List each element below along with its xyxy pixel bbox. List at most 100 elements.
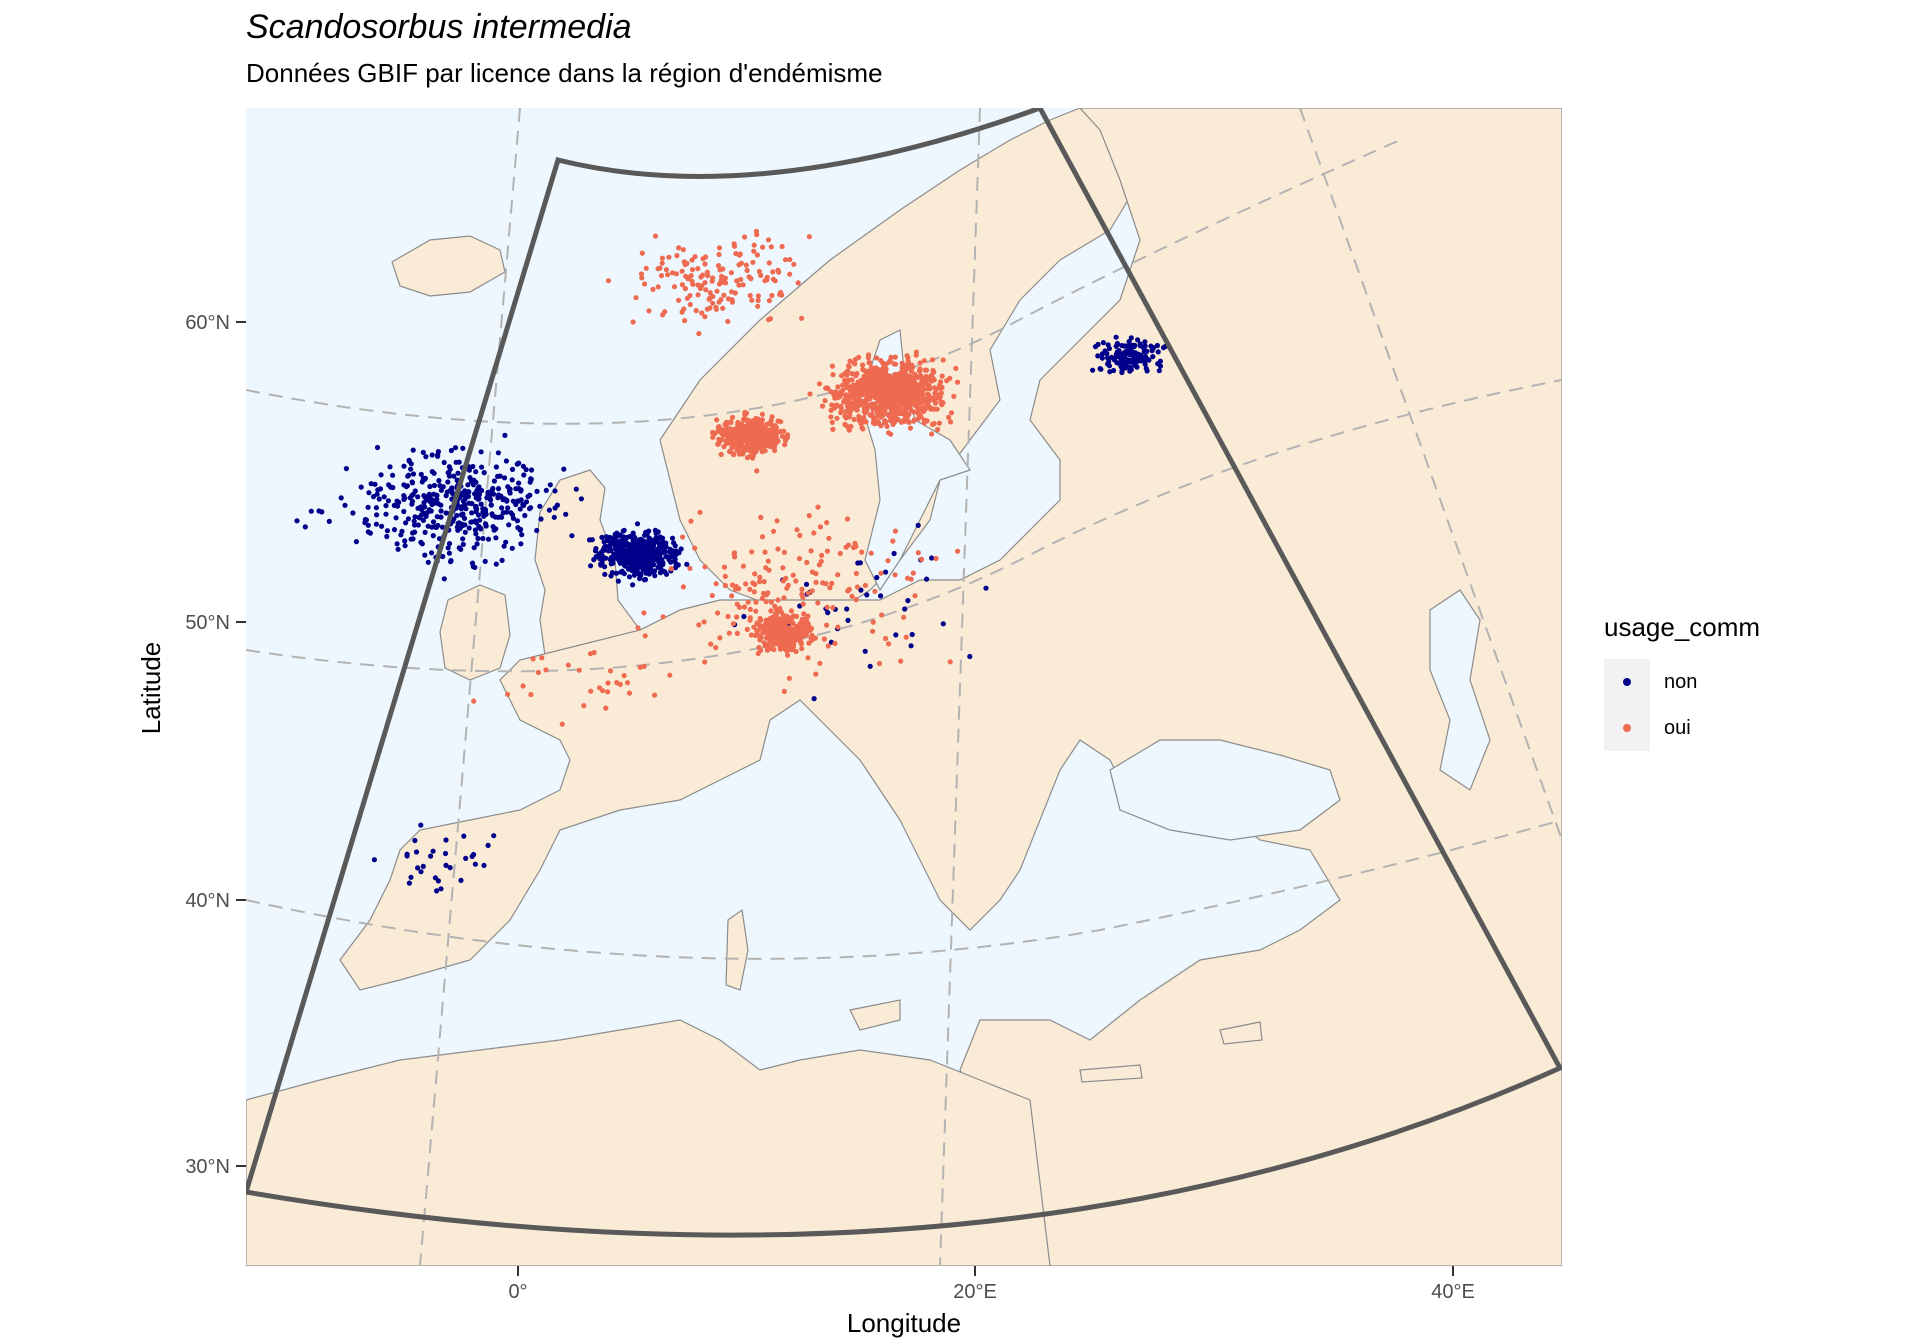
occurrence-point-non — [629, 551, 635, 558]
occurrence-point-non — [420, 517, 426, 524]
occurrence-point-non — [505, 505, 511, 511]
legend-label: oui — [1664, 716, 1691, 739]
occurrence-point-oui — [665, 272, 671, 278]
occurrence-point-non — [374, 444, 381, 451]
occurrence-point-non — [408, 461, 414, 467]
occurrence-point-oui — [775, 632, 781, 638]
occurrence-point-non — [393, 515, 399, 521]
occurrence-point-oui — [726, 630, 732, 636]
occurrence-point-non — [613, 570, 620, 576]
occurrence-point-non — [516, 480, 522, 486]
occurrence-point-non — [505, 484, 511, 490]
occurrence-point-oui — [770, 424, 776, 430]
occurrence-point-oui — [859, 392, 865, 398]
occurrence-point-oui — [659, 260, 665, 266]
occurrence-point-non — [638, 573, 644, 579]
occurrence-point-oui — [825, 643, 831, 649]
occurrence-point-oui — [676, 245, 682, 251]
occurrence-point-non — [1143, 365, 1149, 371]
occurrence-point-oui — [791, 261, 797, 267]
occurrence-point-oui — [843, 423, 850, 429]
occurrence-point-oui — [707, 290, 713, 296]
occurrence-point-oui — [930, 367, 936, 374]
occurrence-point-oui — [780, 565, 786, 571]
occurrence-point-non — [376, 496, 382, 502]
occurrence-point-oui — [767, 630, 773, 636]
occurrence-point-oui — [847, 358, 853, 364]
occurrence-point-non — [485, 536, 492, 542]
occurrence-point-non — [482, 558, 488, 565]
occurrence-point-non — [845, 617, 851, 624]
occurrence-point-non — [427, 498, 433, 504]
occurrence-point-non — [1132, 342, 1138, 348]
occurrence-point-non — [411, 522, 418, 528]
occurrence-point-non — [480, 535, 486, 542]
occurrence-point-non — [445, 479, 451, 485]
occurrence-point-oui — [805, 655, 811, 661]
occurrence-point-oui — [875, 370, 881, 376]
occurrence-point-non — [1090, 367, 1096, 373]
occurrence-point-oui — [520, 683, 526, 689]
occurrence-point-oui — [744, 626, 750, 633]
occurrence-point-non — [864, 592, 870, 598]
occurrence-point-oui — [779, 636, 785, 643]
occurrence-point-non — [409, 498, 416, 504]
occurrence-point-oui — [808, 625, 814, 631]
occurrence-point-non — [1151, 345, 1157, 351]
occurrence-point-non — [627, 565, 633, 571]
occurrence-point-non — [465, 482, 471, 488]
occurrence-point-oui — [683, 273, 689, 279]
occurrence-point-oui — [721, 564, 728, 570]
occurrence-point-oui — [755, 650, 761, 657]
y-axis-title: Latitude — [136, 642, 166, 735]
occurrence-point-oui — [799, 646, 805, 652]
occurrence-point-oui — [650, 286, 656, 292]
occurrence-point-non — [1119, 342, 1125, 349]
occurrence-point-oui — [879, 387, 886, 393]
occurrence-point-non — [1155, 349, 1161, 355]
occurrence-point-oui — [635, 625, 641, 631]
occurrence-point-non — [473, 495, 479, 501]
occurrence-point-non — [588, 563, 594, 569]
occurrence-point-non — [460, 541, 466, 548]
occurrence-point-non — [552, 505, 558, 511]
occurrence-point-oui — [782, 437, 789, 444]
occurrence-point-non — [422, 529, 428, 536]
occurrence-point-oui — [783, 624, 789, 630]
occurrence-point-oui — [751, 443, 757, 449]
occurrence-point-oui — [951, 393, 957, 399]
occurrence-point-non — [552, 488, 558, 494]
occurrence-point-non — [537, 503, 543, 509]
occurrence-point-oui — [727, 428, 733, 434]
occurrence-point-non — [1134, 364, 1140, 370]
occurrence-point-oui — [757, 615, 763, 622]
occurrence-point-non — [624, 534, 630, 541]
occurrence-point-oui — [915, 398, 921, 404]
occurrence-point-oui — [768, 418, 774, 424]
occurrence-point-oui — [931, 420, 937, 427]
occurrence-point-non — [619, 547, 625, 553]
occurrence-point-oui — [868, 550, 874, 556]
occurrence-point-non — [499, 505, 505, 511]
occurrence-point-non — [443, 510, 449, 516]
occurrence-point-non — [316, 508, 322, 514]
occurrence-point-oui — [717, 267, 723, 273]
occurrence-point-oui — [775, 418, 781, 424]
occurrence-point-non — [462, 529, 468, 535]
occurrence-point-non — [510, 515, 516, 521]
occurrence-point-oui — [835, 572, 841, 578]
occurrence-point-oui — [817, 660, 823, 666]
occurrence-point-non — [443, 862, 449, 869]
occurrence-point-oui — [720, 305, 726, 311]
occurrence-point-oui — [923, 381, 929, 387]
occurrence-point-non — [487, 491, 493, 498]
occurrence-point-oui — [872, 588, 878, 595]
occurrence-point-oui — [765, 625, 771, 632]
occurrence-point-non — [507, 490, 513, 496]
occurrence-point-oui — [700, 256, 706, 262]
occurrence-point-non — [608, 573, 614, 579]
occurrence-point-non — [385, 498, 391, 504]
occurrence-point-oui — [948, 410, 955, 416]
occurrence-point-non — [443, 837, 449, 843]
occurrence-point-oui — [879, 377, 885, 383]
